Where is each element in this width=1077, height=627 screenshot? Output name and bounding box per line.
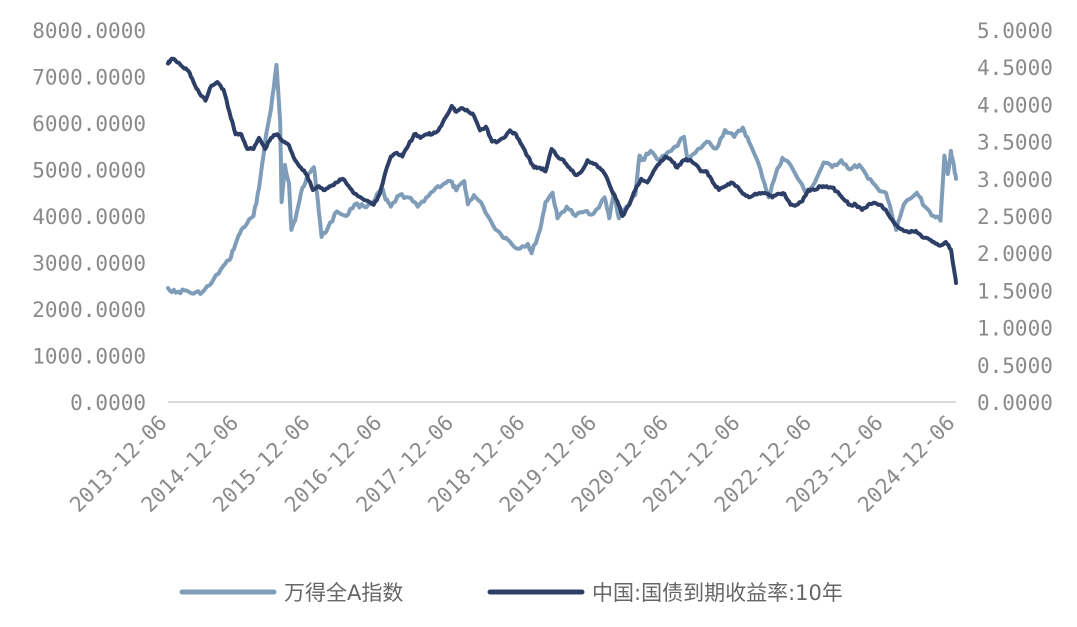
y-right-tick-label: 4.0000 [977,93,1053,117]
y-left-tick-label: 8000.0000 [32,19,146,43]
y-right-tick-label: 3.0000 [977,168,1053,192]
y-right-tick-label: 5.0000 [977,19,1053,43]
y-right-tick-label: 1.5000 [977,279,1053,303]
legend-label-2: 中国:国债到期收益率:10年 [592,581,843,605]
y-right-tick-label: 2.0000 [977,242,1053,266]
series-line-2 [166,56,958,285]
y-left-tick-label: 7000.0000 [32,66,146,90]
y-left-tick-label: 6000.0000 [32,112,146,136]
y-left-tick-label: 5000.0000 [32,159,146,183]
y-right-tick-label: 4.5000 [977,56,1053,80]
y-left-tick-label: 4000.0000 [32,205,146,229]
y-right-tick-label: 2.5000 [977,205,1053,229]
y-right-tick-label: 3.5000 [977,131,1053,155]
y-right-tick-label: 1.0000 [977,317,1053,341]
y-left-tick-label: 1000.0000 [32,345,146,369]
y-left-tick-label: 3000.0000 [32,252,146,276]
y-right-tick-label: 0.5000 [977,354,1053,378]
series-line-1 [166,62,958,296]
y-right-tick-label: 0.0000 [977,391,1053,415]
legend-label-1: 万得全A指数 [284,581,403,605]
y-left-tick-label: 2000.0000 [32,298,146,322]
y-left-tick-label: 0.0000 [70,391,146,415]
